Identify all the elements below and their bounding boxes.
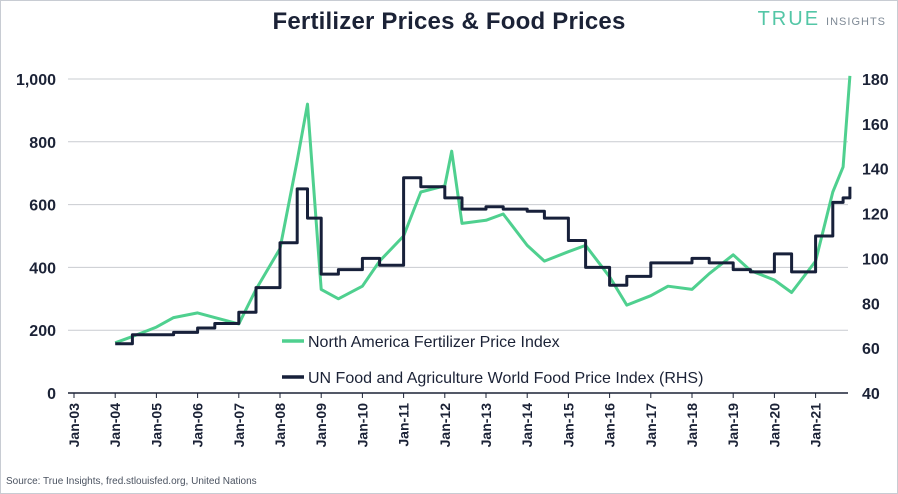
right-axis-tick-label: 160: [862, 117, 889, 134]
x-axis-tick-label: Jan-06: [190, 403, 206, 448]
left-axis-tick-label: 0: [47, 386, 56, 403]
right-axis-tick-label: 100: [862, 251, 889, 268]
right-axis-tick-label: 40: [862, 386, 880, 403]
brand-logo: TRUE INSIGHTS: [758, 8, 886, 31]
source-note: Source: True Insights, fred.stlouisfed.o…: [6, 476, 257, 487]
left-axis-tick-label: 400: [29, 260, 56, 277]
x-axis-tick-label: Jan-15: [560, 403, 576, 448]
right-axis-tick-label: 60: [862, 341, 880, 358]
x-axis-tick-label: Jan-21: [808, 403, 824, 448]
x-axis-tick-label: Jan-11: [396, 403, 412, 447]
x-axis-tick-label: Jan-03: [66, 403, 82, 448]
right-axis-tick-label: 120: [862, 207, 889, 224]
x-axis-tick-label: Jan-17: [643, 403, 659, 448]
x-axis-tick-label: Jan-10: [354, 403, 370, 448]
right-axis-tick-label: 180: [862, 72, 889, 89]
left-axis-tick-label: 800: [29, 135, 56, 152]
x-axis-tick-label: Jan-07: [231, 403, 247, 448]
x-axis-tick-label: Jan-09: [313, 403, 329, 448]
x-axis-tick-label: Jan-16: [602, 403, 618, 448]
x-axis-tick-label: Jan-13: [478, 403, 494, 448]
legend-item-fertilizer-label: North America Fertilizer Price Index: [308, 334, 560, 351]
x-axis-tick-label: Jan-20: [766, 403, 782, 448]
right-axis-tick-label: 80: [862, 296, 880, 313]
logo-subword: INSIGHTS: [826, 16, 886, 28]
left-axis-tick-label: 1,000: [16, 72, 56, 89]
right-axis-tick-label: 140: [862, 162, 889, 179]
x-axis-tick-label: Jan-05: [148, 403, 164, 448]
food-series-line: [115, 176, 852, 346]
x-axis-tick-label: Jan-04: [107, 403, 123, 448]
chart-title: Fertilizer Prices & Food Prices: [272, 8, 626, 35]
x-axis-tick-label: Jan-08: [272, 403, 288, 448]
x-axis-tick-label: Jan-14: [519, 403, 535, 448]
fertilizer-series-line: [114, 75, 852, 345]
x-axis-tick-label: Jan-19: [725, 403, 741, 448]
x-axis-tick-label: Jan-18: [684, 403, 700, 448]
legend-item-food-label: UN Food and Agriculture World Food Price…: [308, 370, 703, 387]
x-axis-tick-label: Jan-12: [437, 403, 453, 448]
logo-word: TRUE: [757, 8, 821, 30]
left-axis-tick-label: 200: [29, 323, 56, 340]
left-axis-tick-label: 600: [29, 198, 56, 215]
